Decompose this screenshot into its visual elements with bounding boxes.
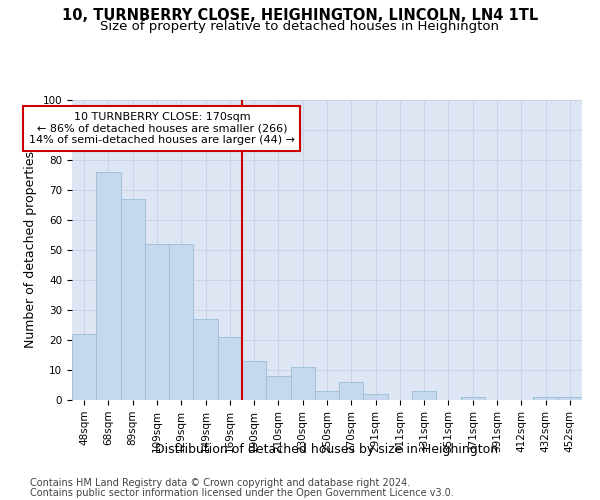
Bar [218,337,242,400]
Text: Contains public sector information licensed under the Open Government Licence v3: Contains public sector information licen… [30,488,454,498]
Bar [533,397,558,400]
Bar [72,334,96,400]
Text: Contains HM Land Registry data © Crown copyright and database right 2024.: Contains HM Land Registry data © Crown c… [30,478,410,488]
Bar [169,244,193,400]
Bar [242,361,266,400]
Text: 10 TURNBERRY CLOSE: 170sqm
← 86% of detached houses are smaller (266)
14% of sem: 10 TURNBERRY CLOSE: 170sqm ← 86% of deta… [29,112,295,145]
Bar [339,382,364,400]
Bar [364,394,388,400]
Bar [96,172,121,400]
Bar [412,391,436,400]
Bar [266,376,290,400]
Y-axis label: Number of detached properties: Number of detached properties [24,152,37,348]
Text: Size of property relative to detached houses in Heighington: Size of property relative to detached ho… [101,20,499,33]
Bar [461,397,485,400]
Bar [145,244,169,400]
Bar [121,199,145,400]
Bar [315,391,339,400]
Bar [290,367,315,400]
Bar [193,319,218,400]
Text: 10, TURNBERRY CLOSE, HEIGHINGTON, LINCOLN, LN4 1TL: 10, TURNBERRY CLOSE, HEIGHINGTON, LINCOL… [62,8,538,22]
Text: Distribution of detached houses by size in Heighington: Distribution of detached houses by size … [155,442,499,456]
Bar [558,397,582,400]
